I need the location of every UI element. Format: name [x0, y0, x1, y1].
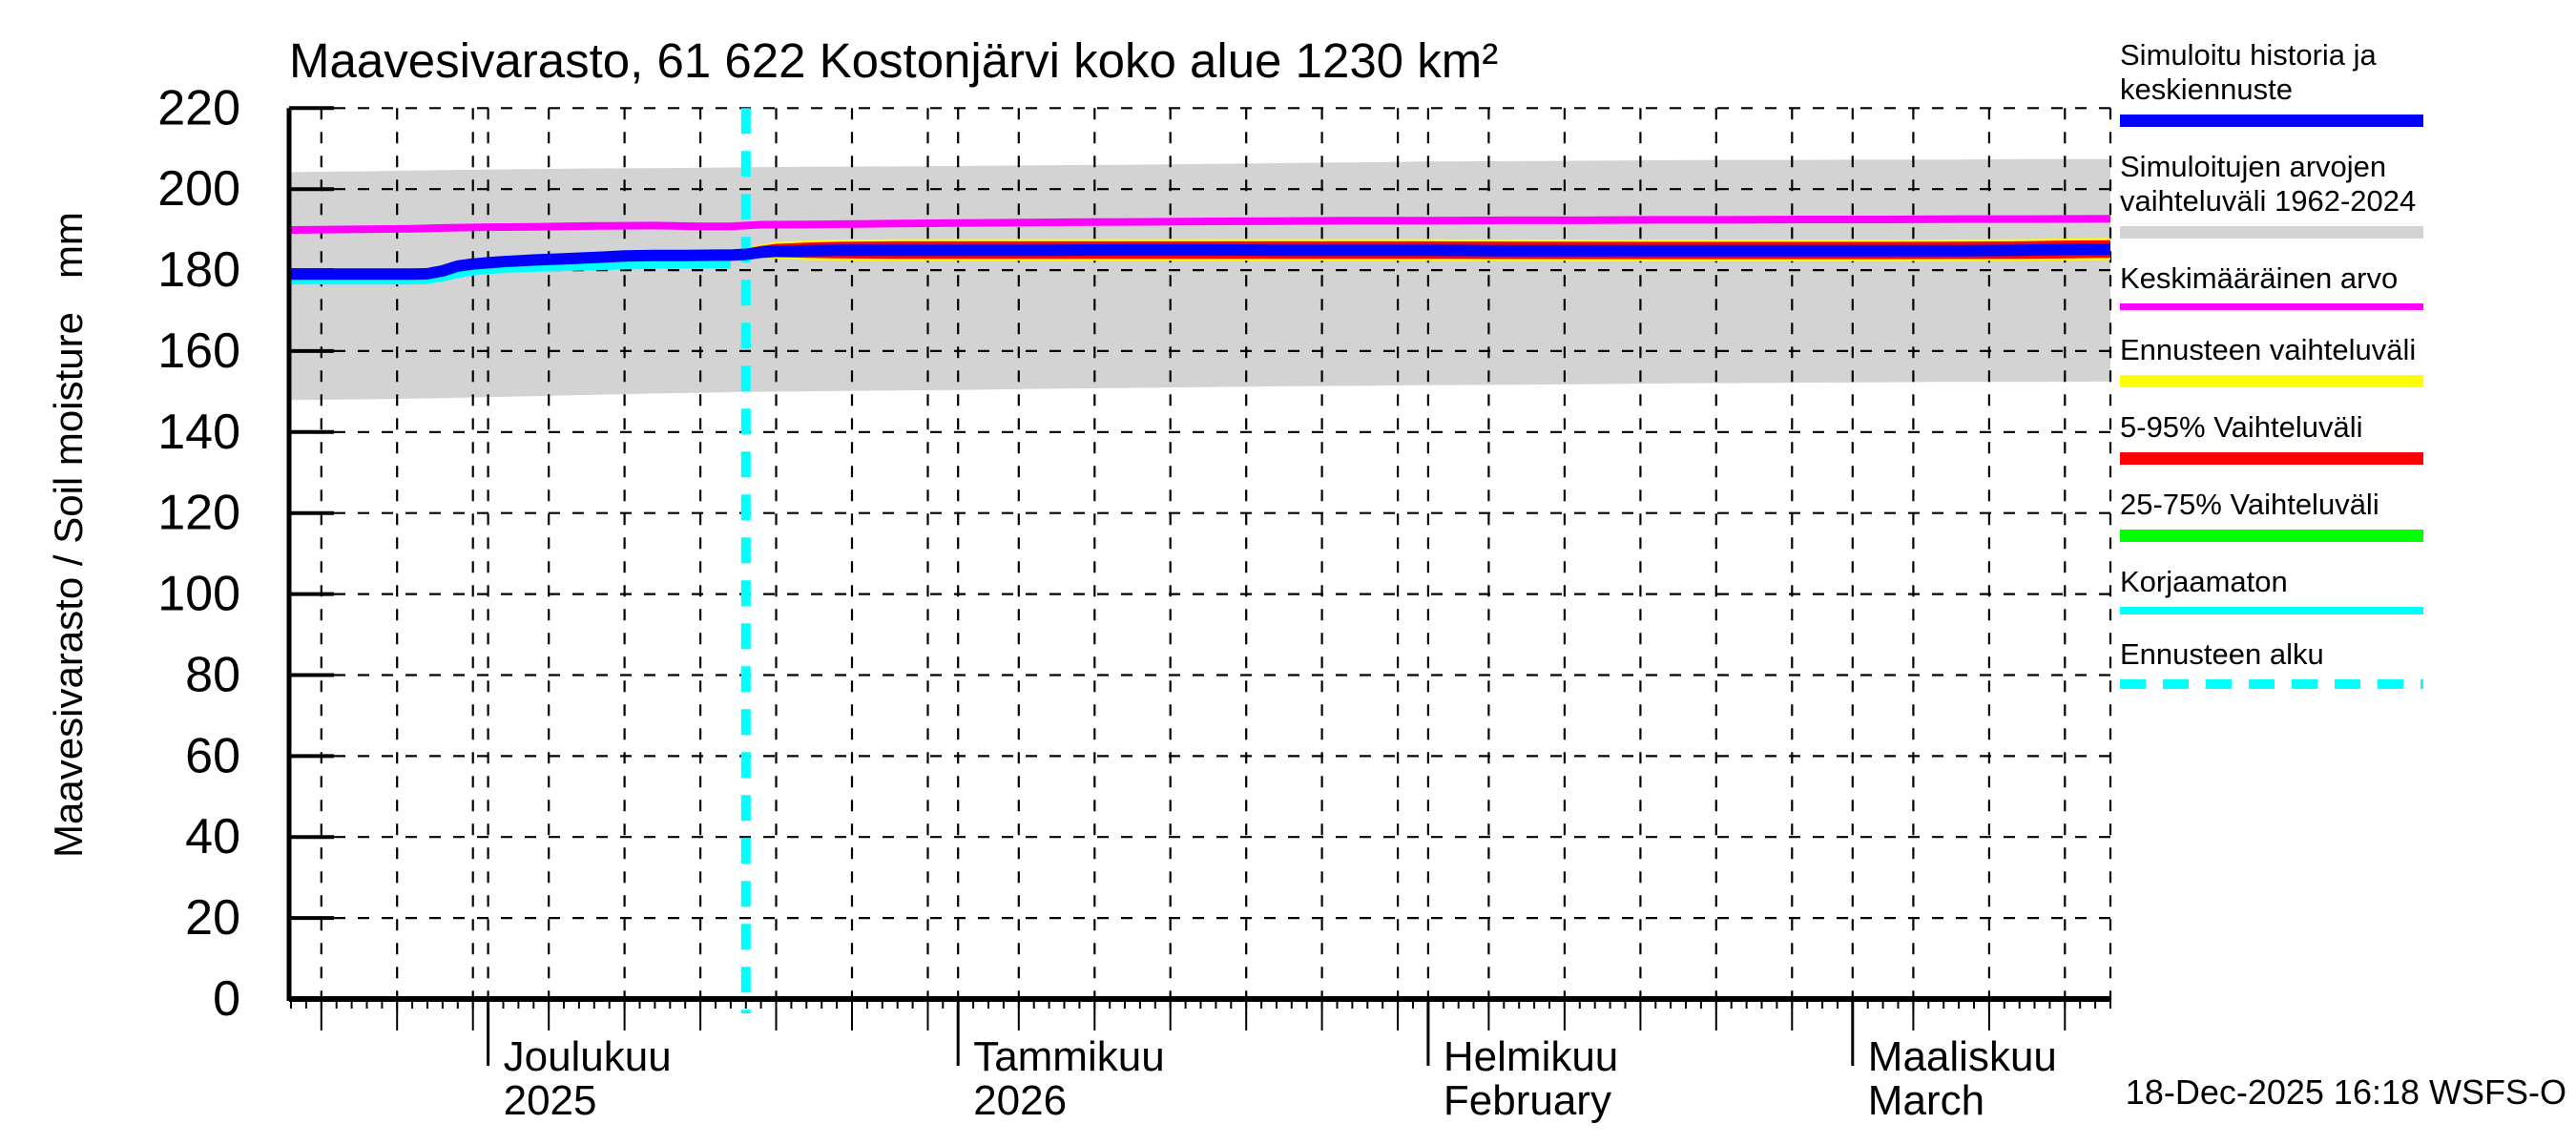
legend-swatch-5-95-band	[2120, 452, 2423, 465]
legend-item-sim-range: Simuloitujen arvojen vaihteluväli 1962-2…	[2120, 150, 2572, 239]
legend-label: Simuloitu historia ja keskiennuste	[2120, 38, 2377, 106]
svg-text:20: 20	[185, 890, 240, 946]
legend-item-25-75: 25-75% Vaihteluväli	[2120, 488, 2572, 542]
legend-label: 5-95% Vaihteluväli	[2120, 410, 2363, 444]
svg-text:220: 220	[157, 80, 240, 135]
svg-text:February: February	[1444, 1077, 1611, 1124]
legend-swatch-history-line	[2120, 114, 2423, 127]
legend-item-5-95: 5-95% Vaihteluväli	[2120, 410, 2572, 465]
svg-text:Maaliskuu: Maaliskuu	[1868, 1033, 2057, 1080]
legend-item-forecast-start: Ennusteen alku	[2120, 637, 2572, 689]
svg-text:140: 140	[157, 405, 240, 460]
svg-text:60: 60	[185, 728, 240, 783]
legend-item-uncorrected: Korjaamaton	[2120, 565, 2572, 614]
legend-swatch-mean-line	[2120, 303, 2423, 310]
svg-text:Tammikuu: Tammikuu	[973, 1033, 1164, 1080]
legend-swatch-25-75-band	[2120, 530, 2423, 542]
chart-title: Maavesivarasto, 61 622 Kostonjärvi koko …	[289, 33, 1499, 88]
legend-label: Ennusteen alku	[2120, 637, 2324, 671]
svg-text:180: 180	[157, 242, 240, 298]
svg-text:March: March	[1868, 1077, 1984, 1124]
legend-swatch-uncorrected-line	[2120, 607, 2423, 614]
legend: Simuloitu historia ja keskiennuste Simul…	[2120, 38, 2572, 712]
legend-swatch-forecast-start-line	[2120, 679, 2423, 689]
y-axis-label: Maavesivarasto / Soil moisture mm	[46, 212, 91, 858]
svg-text:100: 100	[157, 567, 240, 622]
svg-text:160: 160	[157, 323, 240, 379]
svg-text:80: 80	[185, 648, 240, 703]
legend-swatch-sim-range-band	[2120, 226, 2423, 239]
legend-item-history: Simuloitu historia ja keskiennuste	[2120, 38, 2572, 127]
svg-text:Joulukuu: Joulukuu	[504, 1033, 672, 1080]
legend-item-mean: Keskimääräinen arvo	[2120, 261, 2572, 310]
legend-item-forecast-range: Ennusteen vaihteluväli	[2120, 333, 2572, 387]
legend-label: Simuloitujen arvojen vaihteluväli 1962-2…	[2120, 150, 2417, 218]
svg-text:200: 200	[157, 161, 240, 217]
legend-label: 25-75% Vaihteluväli	[2120, 488, 2379, 521]
svg-text:120: 120	[157, 486, 240, 541]
legend-swatch-forecast-range-band	[2120, 375, 2423, 387]
svg-text:2025: 2025	[504, 1077, 597, 1124]
legend-label: Keskimääräinen arvo	[2120, 261, 2399, 295]
svg-text:0: 0	[213, 971, 240, 1027]
svg-text:40: 40	[185, 809, 240, 864]
legend-label: Ennusteen vaihteluväli	[2120, 333, 2417, 366]
svg-text:2026: 2026	[973, 1077, 1067, 1124]
legend-label: Korjaamaton	[2120, 565, 2288, 598]
footer-timestamp: 18-Dec-2025 16:18 WSFS-O	[2125, 1072, 2566, 1112]
svg-text:Helmikuu: Helmikuu	[1444, 1033, 1618, 1080]
